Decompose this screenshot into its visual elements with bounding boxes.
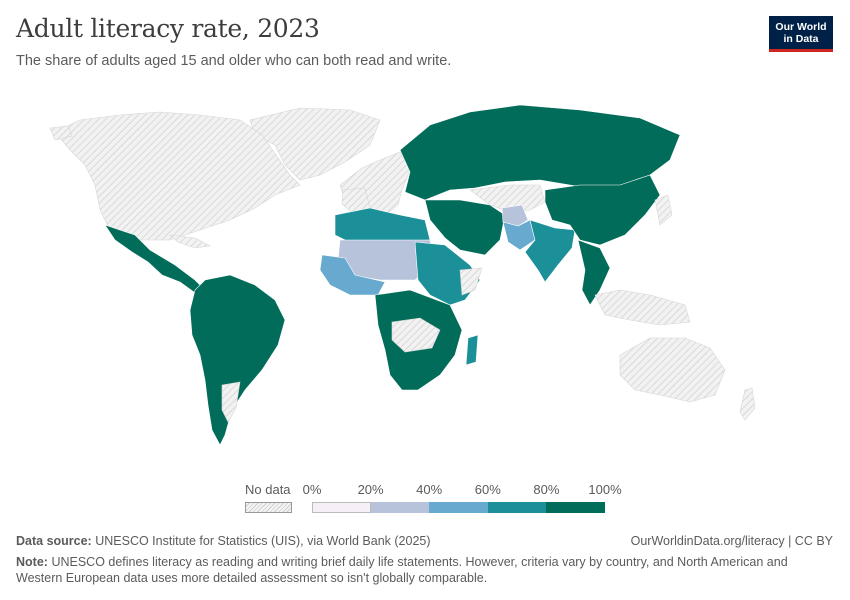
- legend-bin-0[interactable]: [312, 502, 371, 513]
- legend-tick-2: 40%: [416, 482, 443, 497]
- map-legend: No data 0% 20% 40% 60% 80% 100%: [0, 480, 850, 516]
- chart-title: Adult literacy rate, 2023: [16, 14, 320, 43]
- region-alaska-tip[interactable]: [49, 125, 73, 141]
- legend-bin-4[interactable]: [546, 502, 605, 513]
- region-indonesia[interactable]: [594, 289, 691, 326]
- region-japan[interactable]: [654, 194, 673, 226]
- legend-no-data-swatch: [245, 502, 292, 513]
- region-madagascar[interactable]: [465, 334, 479, 366]
- region-new-zealand[interactable]: [739, 387, 756, 421]
- region-middle-east[interactable]: [424, 199, 506, 256]
- owid-logo[interactable]: Our World in Data: [769, 16, 833, 52]
- logo-line-2: in Data: [783, 33, 819, 45]
- legend-bin-3[interactable]: [487, 502, 547, 513]
- region-greenland[interactable]: [249, 107, 381, 181]
- legend-tick-1: 20%: [357, 482, 384, 497]
- data-source-label: Data source:: [16, 534, 92, 548]
- legend-bin-2[interactable]: [429, 502, 488, 513]
- legend-tick-4: 80%: [533, 482, 560, 497]
- note-label: Note:: [16, 555, 48, 569]
- world-map[interactable]: [0, 90, 850, 475]
- region-angola-zambia[interactable]: [391, 317, 441, 353]
- data-source: Data source: UNESCO Institute for Statis…: [16, 534, 431, 548]
- legend-tick-3: 60%: [474, 482, 501, 497]
- region-east-asia[interactable]: [544, 174, 661, 246]
- footer-link[interactable]: OurWorldinData.org/literacy | CC BY: [630, 534, 833, 548]
- region-southeast-asia[interactable]: [577, 239, 611, 306]
- region-india[interactable]: [524, 219, 576, 283]
- region-australia[interactable]: [619, 337, 726, 403]
- region-north-africa[interactable]: [334, 207, 431, 246]
- legend-bin-1[interactable]: [370, 502, 430, 513]
- logo-line-1: Our World: [775, 21, 827, 33]
- region-patagonia-nodata[interactable]: [221, 381, 241, 423]
- region-horn-nodata[interactable]: [459, 267, 483, 296]
- region-south-america[interactable]: [189, 274, 286, 446]
- legend-no-data-label: No data: [245, 482, 291, 497]
- legend-tick-0: 0%: [302, 482, 322, 497]
- chart-subtitle: The share of adults aged 15 and older wh…: [16, 53, 452, 69]
- footer-note: Note: UNESCO defines literacy as reading…: [16, 554, 826, 586]
- region-caribbean[interactable]: [169, 234, 211, 249]
- note-text: UNESCO defines literacy as reading and w…: [16, 555, 788, 585]
- region-north-america[interactable]: [54, 111, 301, 241]
- region-iberia[interactable]: [341, 187, 371, 213]
- data-source-text[interactable]: UNESCO Institute for Statistics (UIS), v…: [95, 534, 431, 548]
- legend-tick-5: 100%: [588, 482, 622, 497]
- region-central-asia[interactable]: [469, 184, 546, 213]
